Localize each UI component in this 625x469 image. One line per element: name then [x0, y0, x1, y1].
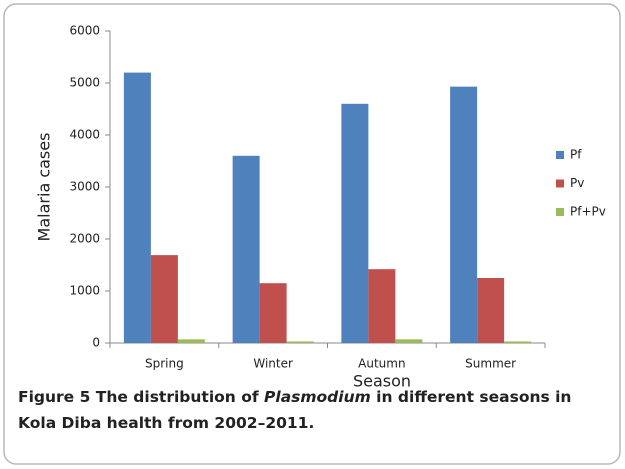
- caption-text: in different seasons in Kola Diba health…: [18, 388, 572, 432]
- y-tick-label: 1000: [69, 284, 100, 298]
- bar: [150, 255, 178, 343]
- y-tick-label: 4000: [69, 128, 100, 142]
- caption-italic: Plasmodium: [264, 388, 371, 406]
- legend-label: Pv: [570, 176, 584, 190]
- y-tick-label: 5000: [69, 76, 100, 90]
- y-tick-label: 0: [92, 336, 100, 350]
- x-tick-label: Spring: [145, 357, 184, 371]
- bar: [395, 339, 423, 343]
- caption-label: Figure 5: [18, 388, 91, 406]
- x-axis-label: Season: [353, 372, 411, 391]
- bar: [232, 155, 260, 343]
- legend-swatch: [556, 151, 564, 159]
- x-tick-label: Autumn: [358, 357, 405, 371]
- legend-swatch: [556, 208, 564, 216]
- caption-text: The distribution of: [90, 388, 265, 406]
- bar: [477, 278, 505, 343]
- bar: [341, 103, 369, 343]
- bar: [450, 86, 478, 343]
- legend-swatch: [556, 179, 564, 188]
- bar: [259, 283, 287, 343]
- y-tick-label: 6000: [69, 24, 100, 38]
- y-axis-label: Malaria cases: [35, 133, 54, 242]
- y-tick-label: 3000: [69, 180, 100, 194]
- bar: [123, 72, 151, 343]
- bar: [368, 269, 396, 343]
- caption: Figure 5 The distribution of Plasmodium …: [18, 384, 613, 436]
- x-tick-label: Summer: [465, 357, 516, 371]
- y-tick-label: 2000: [69, 232, 100, 246]
- bar: [504, 341, 532, 343]
- bar: [286, 341, 314, 343]
- bar: [177, 339, 205, 343]
- frame: [3, 3, 621, 465]
- legend-label: Pf+Pv: [570, 205, 606, 219]
- legend-label: Pf: [570, 148, 582, 162]
- x-tick-label: Winter: [253, 357, 293, 371]
